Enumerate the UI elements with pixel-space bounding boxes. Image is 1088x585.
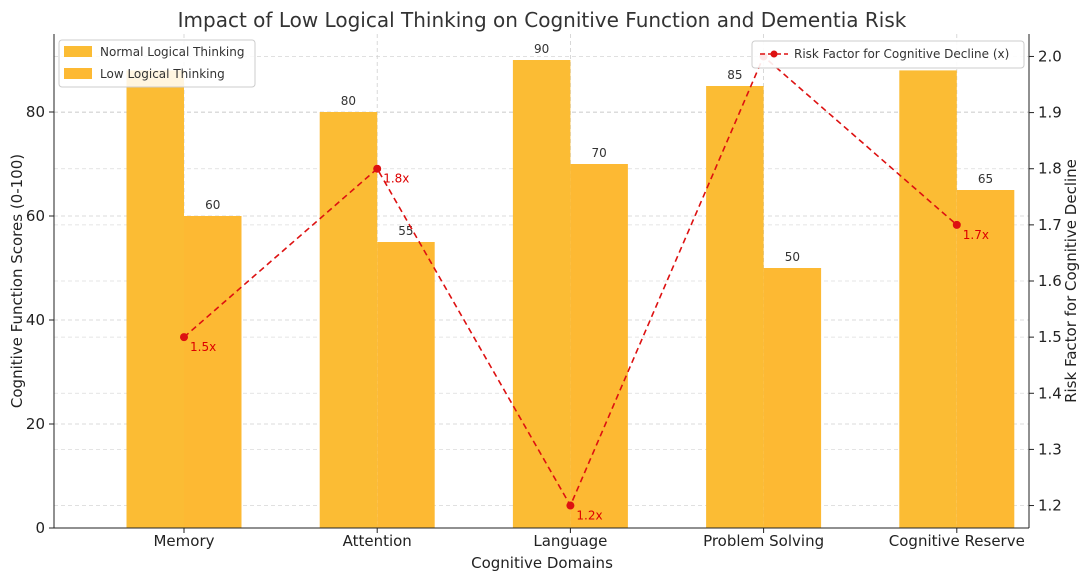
x-tick-label: Problem Solving bbox=[703, 532, 824, 550]
y2-tick-label: 1.6 bbox=[1038, 272, 1062, 290]
legend-bars-frame bbox=[58, 39, 256, 88]
legend-risk: Risk Factor for Cognitive Decline (x) bbox=[751, 40, 1025, 69]
bar-normal bbox=[899, 70, 957, 529]
bar-value-label: 70 bbox=[592, 146, 607, 160]
y-tick-label: 80 bbox=[26, 103, 45, 121]
y-tick-label: 20 bbox=[26, 415, 45, 433]
legend-marker-risk bbox=[770, 50, 778, 58]
bar-value-label: 85 bbox=[727, 68, 742, 82]
legend-swatch-low bbox=[64, 68, 92, 79]
y-tick-label: 60 bbox=[26, 207, 45, 225]
x-tick-label: Memory bbox=[153, 532, 214, 550]
y2-tick-label: 1.3 bbox=[1038, 440, 1062, 458]
y-axis-label: Cognitive Function Scores (0-100) bbox=[8, 154, 26, 408]
risk-value-label: 1.8x bbox=[383, 172, 409, 186]
y2-tick-label: 1.4 bbox=[1038, 384, 1062, 402]
bar-value-label: 55 bbox=[398, 224, 413, 238]
y2-tick-label: 1.5 bbox=[1038, 328, 1062, 346]
bar-low bbox=[570, 164, 628, 528]
bar-low bbox=[763, 268, 822, 528]
legend-entry-risk: Risk Factor for Cognitive Decline (x) bbox=[794, 47, 1009, 61]
bar-value-label: 60 bbox=[205, 198, 220, 212]
y2-tick-label: 1.7 bbox=[1038, 216, 1062, 234]
y2-tick-label: 2.0 bbox=[1038, 47, 1062, 65]
bar-value-label: 50 bbox=[785, 250, 800, 264]
bar-normal bbox=[706, 86, 764, 528]
legend-entry-low: Low Logical Thinking bbox=[100, 67, 225, 81]
bar-normal bbox=[319, 112, 378, 528]
legend-bars: Normal Logical Thinking Low Logical Thin… bbox=[58, 39, 256, 88]
bar-value-label: 65 bbox=[978, 172, 993, 186]
y-tick-label: 0 bbox=[35, 519, 45, 537]
bar-normal bbox=[512, 60, 571, 528]
bar-low bbox=[184, 216, 242, 528]
bar-value-label: 90 bbox=[534, 42, 549, 56]
bar-label-layer: 80 90 85 60 55 70 50 65 bbox=[205, 42, 993, 264]
axis-layer: 0 20 40 60 80 1.2 1.3 1.4 1.5 1.6 1.7 1.8 1.9 2.0 Memo… bbox=[26, 34, 1062, 550]
risk-value-label: 1.7x bbox=[963, 228, 989, 242]
x-tick-label: Cognitive Reserve bbox=[889, 532, 1025, 550]
y2-tick-label: 1.8 bbox=[1038, 160, 1062, 178]
bar-value-label: 80 bbox=[341, 94, 356, 108]
chart-title: Impact of Low Logical Thinking on Cognit… bbox=[178, 8, 907, 32]
y2-axis-label: Risk Factor for Cognitive Decline bbox=[1062, 159, 1080, 403]
risk-point bbox=[180, 333, 188, 342]
risk-value-label: 1.2x bbox=[576, 509, 602, 523]
bar-low bbox=[956, 190, 1015, 528]
legend-risk-frame bbox=[751, 40, 1025, 69]
y2-tick-label: 1.2 bbox=[1038, 497, 1062, 515]
legend-entry-normal: Normal Logical Thinking bbox=[100, 45, 244, 59]
x-axis-label: Cognitive Domains bbox=[471, 554, 613, 572]
y2-tick-label: 1.9 bbox=[1038, 104, 1062, 122]
x-tick-label: Attention bbox=[343, 532, 412, 550]
bar-normal bbox=[126, 70, 184, 529]
x-tick-label: Language bbox=[533, 532, 607, 550]
bar-layer bbox=[126, 60, 1015, 529]
risk-point bbox=[566, 501, 575, 510]
legend-swatch-normal bbox=[64, 46, 92, 57]
risk-point bbox=[373, 164, 382, 173]
bar-low bbox=[377, 242, 435, 528]
risk-value-label: 1.5x bbox=[190, 340, 216, 354]
risk-point bbox=[952, 220, 961, 229]
y-tick-label: 40 bbox=[26, 311, 45, 329]
